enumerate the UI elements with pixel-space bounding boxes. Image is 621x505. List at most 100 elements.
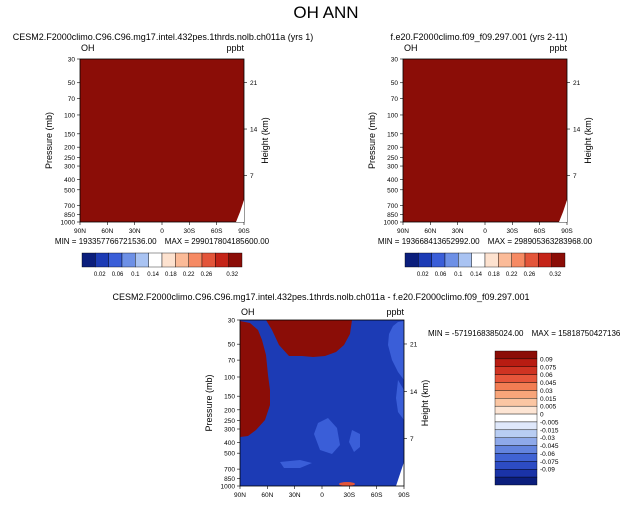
panel-difference-colorbar-label: 0 [540,412,544,419]
panel-reference-colorbar-label: 0.22 [506,272,518,278]
panel-difference-ytick-label: 700 [224,467,235,474]
panel-difference-ytick-label: 850 [224,476,235,483]
panel-difference-colorbar-box [494,476,538,486]
panel-reference-right-label: ppbt [549,43,567,53]
panel-model-ytick-right-label: 7 [250,173,254,180]
panel-reference-ytick-label: 70 [391,96,399,103]
panel-reference-ytick-label: 850 [387,212,398,219]
panel-difference-min: MIN = -5719168385024.00 [428,329,524,338]
panel-reference-xtick-label: 60N [424,228,436,235]
panel-difference-ytick-label: 1000 [221,484,236,491]
panel-difference-title: CESM2.F2000climo.C96.C96.mg17.intel.432p… [112,292,529,302]
panel-difference-colorbar-box [494,421,538,431]
panel-difference-colorbar-label: 0.03 [540,388,553,395]
panel-model-ytick-label: 100 [64,112,75,119]
panel-model-colorbar-box [175,252,189,268]
panel-reference-colorbar-box [551,252,566,268]
panel-difference-xtick-label: 90N [234,492,246,499]
figure-title: OH ANN [293,3,358,22]
panel-reference-colorbar-box [471,252,486,268]
panel-model-colorbar: 0.02 0.06 0.1 0.14 0.18 0.22 0.26 0.32 [81,252,243,278]
panel-reference-colorbar-box [511,252,526,268]
panel-model-xtick-label: 60S [211,228,223,235]
panel-reference-xtick-label: 60S [534,228,546,235]
panel-model-colorbar-box [215,252,229,268]
panel-difference-colorbar-box [494,461,538,470]
panel-reference-colorbar-box [404,252,419,268]
panel-reference-ytick-label: 1000 [384,220,399,227]
panel-difference-xtick-label: 30N [289,492,301,499]
panel-model-colorbar-box [81,252,96,268]
panel-difference-surface-mask [396,462,404,486]
panel-difference-ytick-label: 150 [224,394,235,401]
panel-difference-colorbar-box [494,366,538,375]
panel-model-colorbar-box [121,252,136,268]
panel-model-max: MAX = 299017804185600.00 [165,237,270,246]
panel-difference-colorbar-label: 0.09 [540,356,553,363]
panel-model-xtick-label: 90N [74,228,86,235]
panel-model-colorbar-box [135,252,149,268]
panel-reference-xtick-label: 30N [452,228,464,235]
panel-difference-colorbar-box [494,429,538,438]
panel-model-colorbar-label: 0.1 [131,272,140,278]
panel-difference-colorbar-box [494,350,538,360]
panel-model-xtick-label: 30S [184,228,196,235]
panel-model-axes: 305070100150200250300400500700850100090N… [44,57,270,236]
panel-reference-ytick-label: 300 [387,164,398,171]
panel-difference-colorbar-box [494,413,538,423]
panel-reference-colorbar-box [458,252,472,268]
panel-difference-colorbar-label: -0.09 [540,467,555,474]
panel-model-colorbar-label: 0.32 [226,272,238,278]
panel-reference-colorbar-label: 0.14 [470,272,482,278]
panel-reference-ytick-label: 150 [387,131,398,138]
panel-model-colorbar-label: 0.02 [94,272,106,278]
panel-model-colorbar-label: 0.06 [112,272,124,278]
panel-reference-colorbar-box [418,252,432,268]
panel-model-colorbar-box [161,252,176,268]
panel-model-left-label: OH [81,43,95,53]
panel-reference-ytick-right-label: 7 [573,173,577,180]
panel-difference-left-label: OH [241,307,255,317]
panel-difference: CESM2.F2000climo.C96.C96.mg17.intel.432p… [112,292,621,499]
panel-reference-colorbar-label: 0.1 [454,272,463,278]
panel-difference-colorbar-label: -0.015 [540,427,559,434]
panel-model-colorbar-label: 0.18 [165,272,177,278]
panel-model-colorbar-label: 0.14 [147,272,159,278]
panel-reference-ytick-label: 30 [391,57,399,64]
panel-reference-field [402,58,568,223]
panel-model-ytick-label: 1000 [61,220,76,227]
panel-reference-ytick-label: 50 [391,80,399,87]
panel-model-ytick-label: 200 [64,145,75,152]
panel-difference-colorbar-box [494,453,538,462]
panel-reference-colorbar: 0.02 0.06 0.1 0.14 0.18 0.22 0.26 0.32 [404,252,566,278]
panel-difference-colorbar-box [494,358,538,367]
panel-reference-colorbar-label: 0.18 [488,272,500,278]
panel-difference-ylabel: Pressure (mb) [204,374,214,431]
panel-reference-left-label: OH [404,43,418,53]
diff-positive-spot-surface [339,482,355,486]
panel-difference-colorbar: 0.090.0750.060.0450.030.0150.0050-0.005-… [494,350,559,486]
diff-weak-region-center-right [349,430,360,452]
panel-reference-ytick-label: 400 [387,177,398,184]
panel-reference-colorbar-box [538,252,552,268]
panel-difference-ytick-label: 300 [224,427,235,434]
panel-model-stats: MIN = 193357766721536.00 MAX = 299017804… [55,237,270,246]
panel-model-colorbar-label: 0.22 [183,272,195,278]
panel-reference-surface-mask [559,200,567,222]
panel-reference-colorbar-label: 0.26 [524,272,536,278]
panel-reference-colorbar-label: 0.32 [549,272,561,278]
panel-model-ytick-label: 30 [68,57,76,64]
panel-model-surface-mask [236,200,244,222]
panel-difference-ytick-right-label: 7 [410,436,414,443]
panel-difference-right-label: ppbt [386,307,404,317]
panel-difference-colorbar-label: -0.03 [540,435,555,442]
panel-model-colorbar-box [201,252,216,268]
panel-model-colorbar-box [188,252,203,268]
panel-model-ytick-label: 250 [64,155,75,162]
panel-model-ytick-label: 700 [64,203,75,210]
panel-reference-ytick-label: 250 [387,155,398,162]
panel-model-xtick-label: 90S [238,228,250,235]
panel-difference-colorbar-box [494,374,538,383]
panel-reference-stats: MIN = 193668413652992.00 MAX = 298905363… [378,237,593,246]
diff-positive-region-upper [266,320,352,357]
